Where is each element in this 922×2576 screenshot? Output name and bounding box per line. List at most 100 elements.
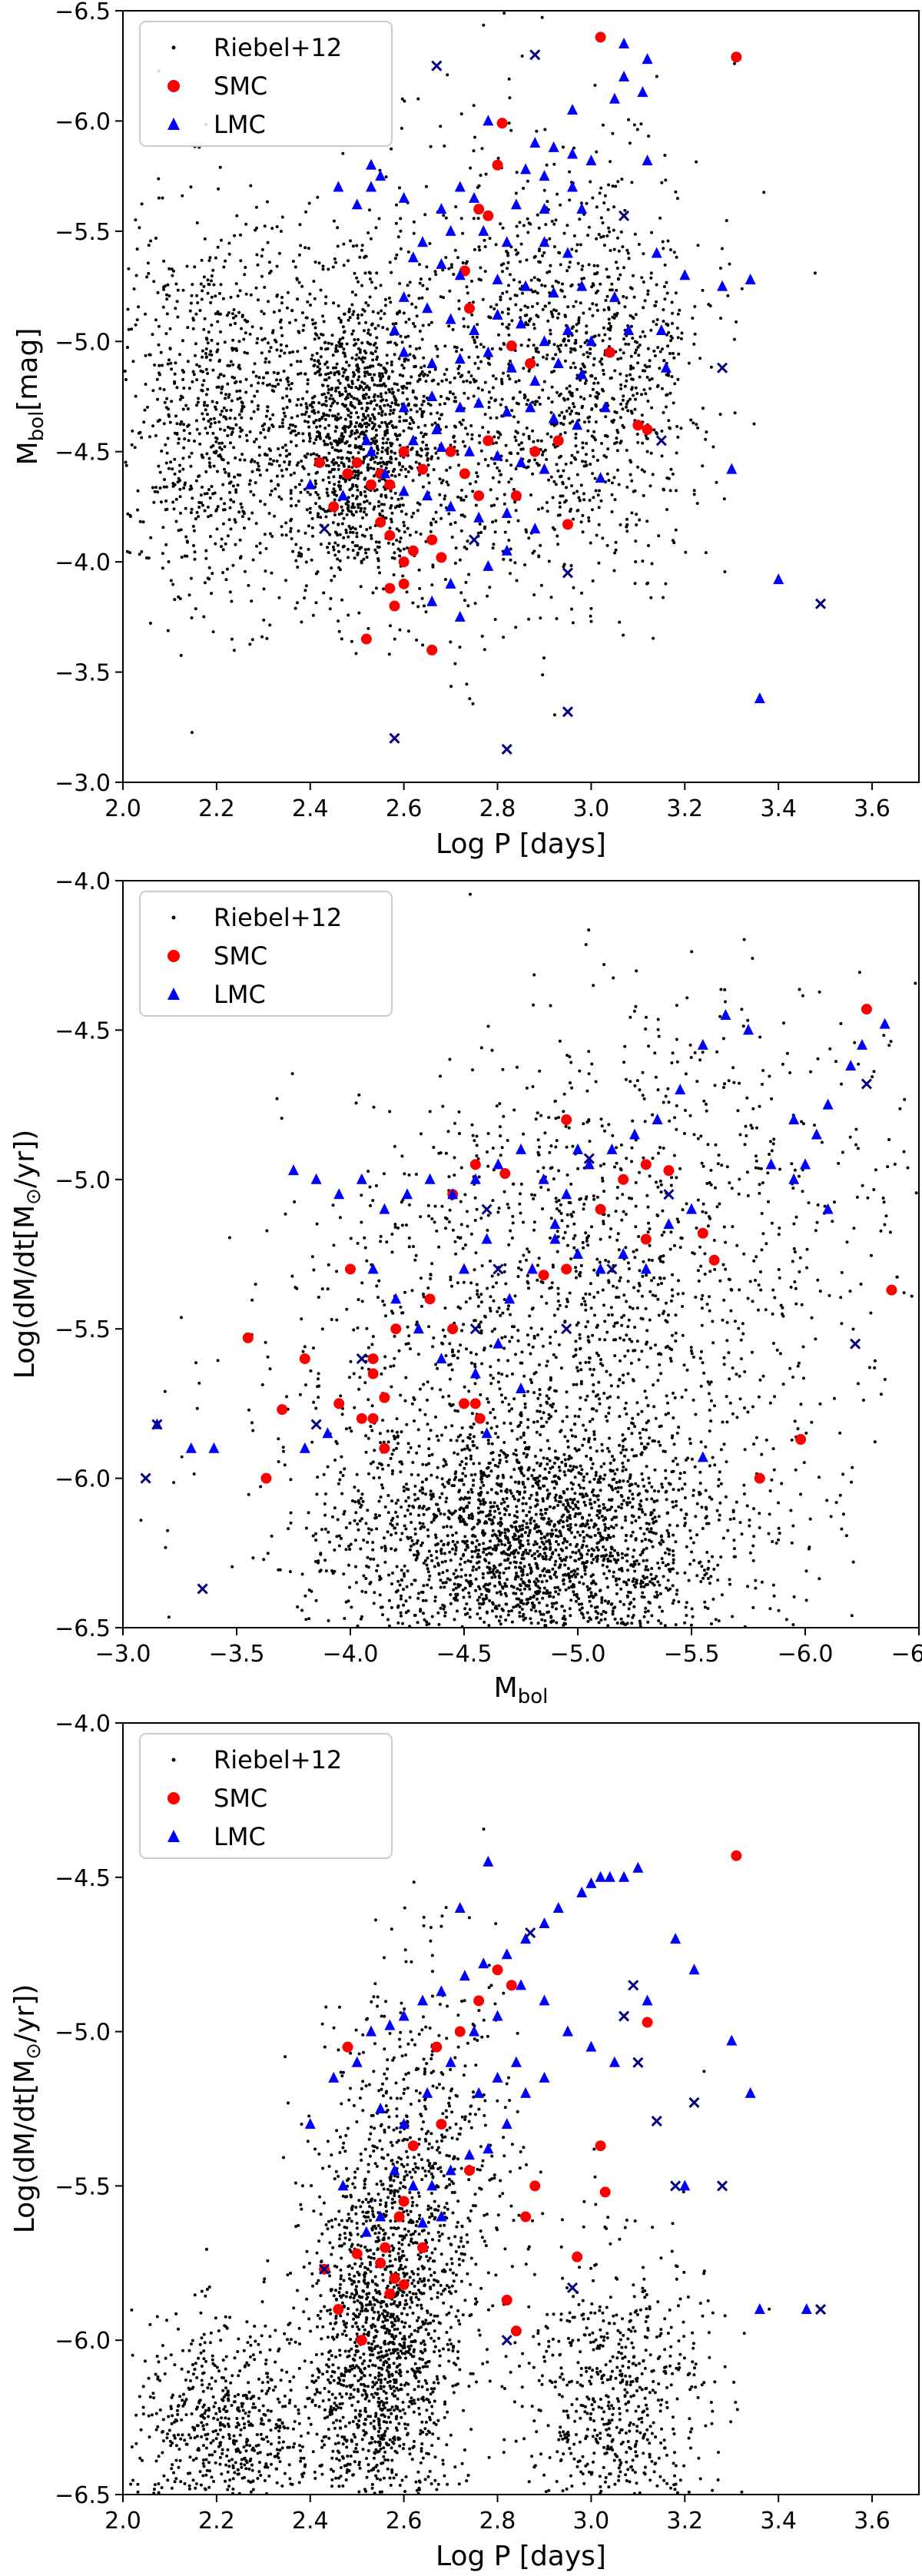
riebel-point: [343, 430, 347, 433]
riebel-point: [410, 375, 413, 379]
riebel-point: [406, 1509, 410, 1512]
riebel-point: [369, 237, 373, 241]
riebel-point: [449, 390, 452, 393]
riebel-point: [569, 507, 572, 511]
riebel-point: [596, 1548, 600, 1552]
riebel-point: [353, 406, 357, 410]
riebel-point: [578, 499, 582, 503]
riebel-point: [464, 1474, 467, 1478]
riebel-point: [592, 363, 595, 367]
riebel-point: [329, 470, 333, 474]
riebel-point: [611, 1612, 615, 1616]
riebel-point: [355, 353, 359, 357]
lmc-point: [431, 423, 443, 435]
riebel-point: [387, 296, 391, 300]
riebel-point: [543, 304, 547, 308]
riebel-point: [671, 337, 674, 340]
riebel-point: [404, 335, 407, 339]
riebel-point: [354, 293, 357, 297]
riebel-point: [456, 256, 459, 260]
riebel-point: [715, 1509, 719, 1512]
riebel-point: [264, 436, 267, 440]
riebel-point: [665, 393, 669, 397]
riebel-point: [521, 1581, 525, 1585]
riebel-point: [385, 361, 389, 365]
riebel-point: [718, 267, 722, 270]
riebel-point: [211, 400, 214, 403]
riebel-point: [425, 443, 429, 447]
riebel-point: [467, 355, 471, 359]
riebel-point: [789, 1509, 793, 1512]
riebel-point: [357, 1489, 360, 1492]
riebel-point: [465, 547, 469, 551]
riebel-point: [157, 464, 161, 468]
riebel-point: [328, 607, 332, 611]
riebel-point: [582, 365, 586, 369]
riebel-point: [359, 525, 363, 528]
riebel-point: [386, 431, 390, 435]
riebel-point: [589, 352, 592, 355]
riebel-point: [335, 532, 339, 535]
riebel-point: [540, 284, 544, 287]
riebel-point: [625, 373, 628, 377]
riebel-point: [619, 1617, 623, 1621]
riebel-point: [522, 1482, 526, 1486]
riebel-point: [649, 276, 653, 280]
riebel-point: [277, 1460, 280, 1463]
riebel-point: [642, 470, 646, 473]
riebel-point: [389, 489, 393, 493]
riebel-point: [409, 1548, 412, 1552]
riebel-point: [479, 360, 483, 363]
riebel-point: [399, 247, 403, 251]
riebel-point: [210, 274, 214, 277]
riebel-point: [349, 420, 353, 423]
riebel-point: [465, 682, 469, 686]
riebel-point: [459, 529, 463, 533]
riebel-point: [420, 431, 423, 435]
riebel-point: [368, 526, 372, 529]
riebel-point: [602, 308, 606, 312]
riebel-point: [351, 530, 355, 534]
riebel-point: [676, 312, 680, 316]
riebel-point: [474, 480, 478, 483]
riebel-point: [244, 222, 248, 226]
riebel-point: [308, 437, 312, 440]
riebel-point: [662, 247, 665, 251]
riebel-point: [318, 362, 322, 366]
riebel-point: [207, 282, 211, 286]
riebel-point: [621, 407, 625, 411]
riebel-point: [420, 412, 424, 416]
lmc-point: [365, 158, 376, 170]
riebel-point: [392, 573, 396, 576]
riebel-point: [629, 324, 633, 328]
riebel-point: [245, 351, 249, 355]
riebel-point: [732, 337, 736, 341]
riebel-point: [151, 333, 154, 337]
riebel-point: [360, 506, 363, 510]
riebel-point: [477, 1602, 481, 1605]
riebel-point: [307, 247, 310, 251]
riebel-point: [386, 541, 390, 545]
riebel-point: [525, 258, 529, 262]
riebel-point: [582, 492, 585, 496]
riebel-point: [254, 286, 258, 290]
riebel-point: [359, 493, 363, 496]
riebel-point: [663, 1624, 667, 1628]
riebel-point: [352, 513, 356, 517]
riebel-point: [377, 217, 381, 221]
riebel-point: [675, 197, 679, 201]
riebel-point: [551, 284, 555, 288]
riebel-point: [660, 430, 664, 433]
riebel-point: [294, 425, 297, 428]
riebel-point: [536, 1579, 540, 1583]
lmc-point: [436, 257, 447, 269]
riebel-point: [342, 516, 346, 520]
riebel-point: [536, 302, 539, 305]
riebel-point: [565, 387, 569, 390]
riebel-point: [131, 429, 134, 433]
riebel-point: [621, 1469, 625, 1472]
riebel-point: [305, 390, 309, 393]
riebel-point: [507, 1566, 511, 1570]
riebel-point: [254, 205, 258, 209]
lmc-point: [539, 170, 550, 181]
